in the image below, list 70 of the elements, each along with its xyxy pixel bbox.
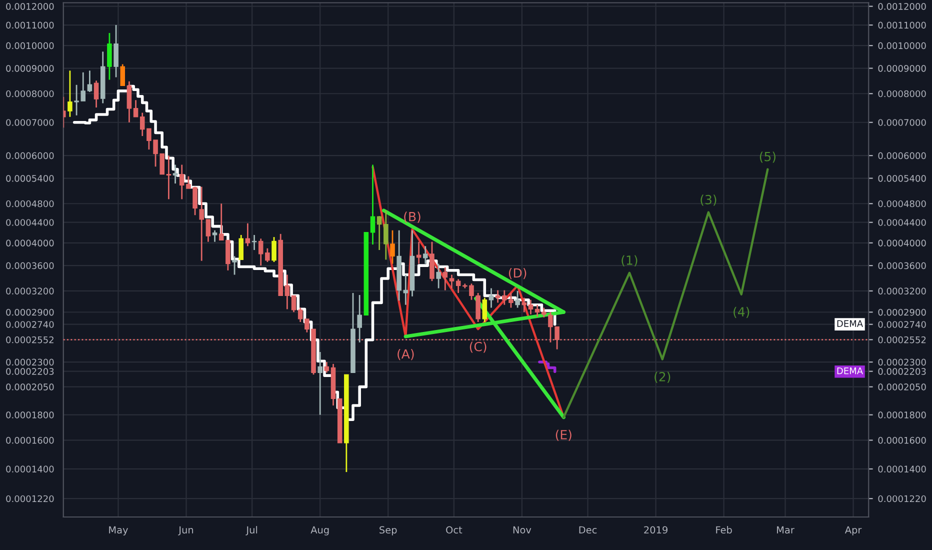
y-tick-label: 0.0002203 [6, 368, 54, 375]
annotation: (1) [622, 255, 638, 266]
text: 0.0012000 [878, 3, 926, 10]
annotation: (A) [398, 348, 414, 360]
y-tick-label: 0.0010000 [6, 42, 54, 50]
text: 0.0010000 [878, 42, 926, 50]
text: 0.0009000 [878, 64, 926, 72]
annotation: (2) [654, 372, 670, 383]
text: 0.0002900 [878, 308, 926, 316]
text: 0.0003200 [878, 288, 926, 294]
y-tick-label: 0.0002900 [6, 308, 54, 316]
text: 0.0004400 [878, 219, 926, 226]
y-tick-label: 0.0001800 [6, 412, 54, 418]
text: 0.0002300 [878, 358, 926, 366]
text: 0.0005400 [878, 174, 926, 182]
y-tick-label: 0.0003200 [6, 288, 54, 294]
text: 0.0001220 [878, 495, 926, 502]
text: 0.0006000 [878, 152, 926, 160]
text: 0.0004800 [878, 200, 926, 208]
text: 0.0002203 [878, 368, 926, 375]
text: 0.0011000 [878, 22, 926, 29]
y-tick-label: 0.0004000 [6, 240, 54, 246]
annotation: (3) [700, 194, 716, 206]
text: 0.0002552 [878, 336, 926, 344]
x-tick-label: 2019 [644, 526, 668, 534]
y-tick-label: 0.0004400 [6, 219, 54, 226]
x-tick-label: Dec [579, 526, 597, 534]
text: 0.0008000 [878, 90, 926, 98]
y-tick-label: 0.0008000 [6, 90, 54, 98]
annotation: (B) [404, 212, 420, 223]
annotation: (C) [470, 342, 486, 353]
y-tick-label: 0.0006000 [6, 152, 54, 160]
y-tick-label: 0.0002552 [6, 336, 54, 344]
annotation: (5) [760, 152, 776, 163]
x-tick-label: Apr [844, 526, 862, 536]
y-tick-label: 0.0005400 [6, 174, 54, 182]
text: 0.0007000 [878, 119, 926, 126]
x-tick-label: May [109, 526, 128, 536]
y-tick-label: 0.0002050 [6, 384, 54, 390]
x-tick-label: Jun [178, 526, 194, 536]
x-tick-label: Nov [513, 526, 532, 534]
annotation: (E) [556, 430, 572, 441]
x-tick-label: Feb [716, 526, 732, 534]
y-tick-label: 0.0001600 [6, 436, 54, 444]
x-tick-label: Mar [777, 526, 794, 534]
text: 0.0001600 [878, 436, 926, 444]
y-tick-label: 0.0004800 [6, 200, 54, 208]
y-tick-label: 0.0011000 [6, 22, 54, 29]
x-tick-label: Aug [310, 526, 329, 536]
x-tick-label: Sep [380, 526, 397, 536]
y-tick-label: 0.0001220 [6, 495, 54, 502]
annotation: (4) [734, 306, 750, 318]
text: 0.0004000 [878, 240, 926, 246]
annotation: DEMA [837, 368, 863, 374]
x-tick-label: Oct [446, 526, 462, 534]
y-tick-label: 0.0012000 [6, 3, 54, 10]
y-tick-label: 0.0007000 [6, 119, 54, 126]
text: 0.0001400 [878, 466, 926, 473]
text: 0.0001800 [878, 412, 926, 418]
x-tick-label: Jul [246, 526, 258, 536]
y-tick-label: 0.0002740 [6, 321, 54, 328]
annotation: (D) [508, 268, 526, 280]
y-tick-label: 0.0003600 [6, 262, 54, 270]
y-tick-label: 0.0009000 [6, 64, 54, 72]
text: 0.0003600 [878, 262, 926, 270]
text: 0.0002050 [878, 384, 926, 390]
y-tick-label: 0.0002300 [6, 358, 54, 366]
text: 0.0002740 [878, 321, 926, 328]
y-tick-label: 0.0001400 [6, 466, 54, 473]
annotation: DEMA [837, 320, 863, 327]
